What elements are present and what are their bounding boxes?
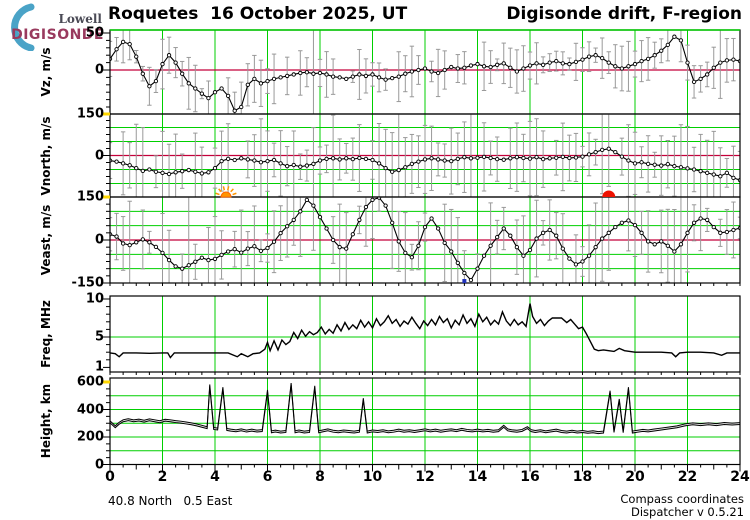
page-title: Roquetes 16 October 2025, UT	[108, 4, 408, 24]
dispatcher-version: Dispatcher v 0.5.21	[630, 505, 744, 519]
x-tick-label: 24	[730, 469, 750, 485]
y-tick-label-freq: 10	[85, 291, 104, 307]
offscale-marker	[462, 279, 467, 283]
axis-label-freq: Freq, MHz	[39, 300, 53, 368]
x-tick-label: 20	[625, 469, 645, 485]
x-tick-label: 8	[315, 469, 325, 485]
axis-label-vnorth: Vnorth, m/s	[39, 115, 53, 196]
x-tick-label: 2	[157, 469, 168, 485]
digisonde-logo: Lowell DIGISONDE	[4, 3, 106, 51]
y-tick-label-vnorth: 0	[94, 148, 104, 163]
y-tick-label-vz: 50	[85, 25, 104, 41]
axis-label-vz: Vz, m/s	[39, 47, 53, 97]
x-tick-label: 16	[520, 469, 540, 485]
y-tick-label-freq: 5	[94, 329, 104, 345]
y-tick-label-height: 400	[76, 402, 104, 417]
x-tick-label: 6	[262, 469, 273, 485]
y-tick-label-veast: 150	[76, 189, 104, 205]
x-tick-label: 14	[467, 469, 488, 485]
x-tick-label: 22	[677, 469, 698, 485]
sunrise-marker-icon	[215, 186, 237, 198]
x-tick-label: 4	[210, 469, 220, 485]
coordinate-system-note: Compass coordinates	[620, 492, 744, 506]
y-tick-label-vz: 0	[94, 62, 104, 78]
x-tick-label: 12	[415, 469, 435, 485]
y-tick-label-height: 200	[76, 429, 104, 445]
y-tick-label-height: 0	[94, 457, 104, 472]
x-tick-label: 10	[362, 469, 383, 485]
logo-crescent-icon	[11, 3, 35, 51]
x-tick-label: 18	[572, 469, 593, 485]
y-tick-label-veast: -150	[71, 275, 104, 291]
logo-digisonde-text: DIGISONDE	[11, 27, 104, 43]
y-tick-label-freq: 1	[94, 359, 104, 375]
y-tick-label-veast: 0	[94, 232, 104, 248]
station-coordinates: 40.8 North 0.5 East	[108, 494, 233, 508]
x-tick-label: 0	[105, 469, 115, 485]
y-tick-label-vnorth: 150	[76, 106, 104, 121]
logo-lowell-text: Lowell	[58, 12, 102, 26]
y-tick-label-height: 600	[76, 374, 104, 390]
axis-label-veast: Veast, m/s	[39, 204, 53, 276]
page-subtitle: Digisonde drift, F-region	[506, 4, 742, 24]
axis-label-height: Height, km	[39, 384, 53, 459]
sunset-marker-icon	[602, 190, 616, 197]
